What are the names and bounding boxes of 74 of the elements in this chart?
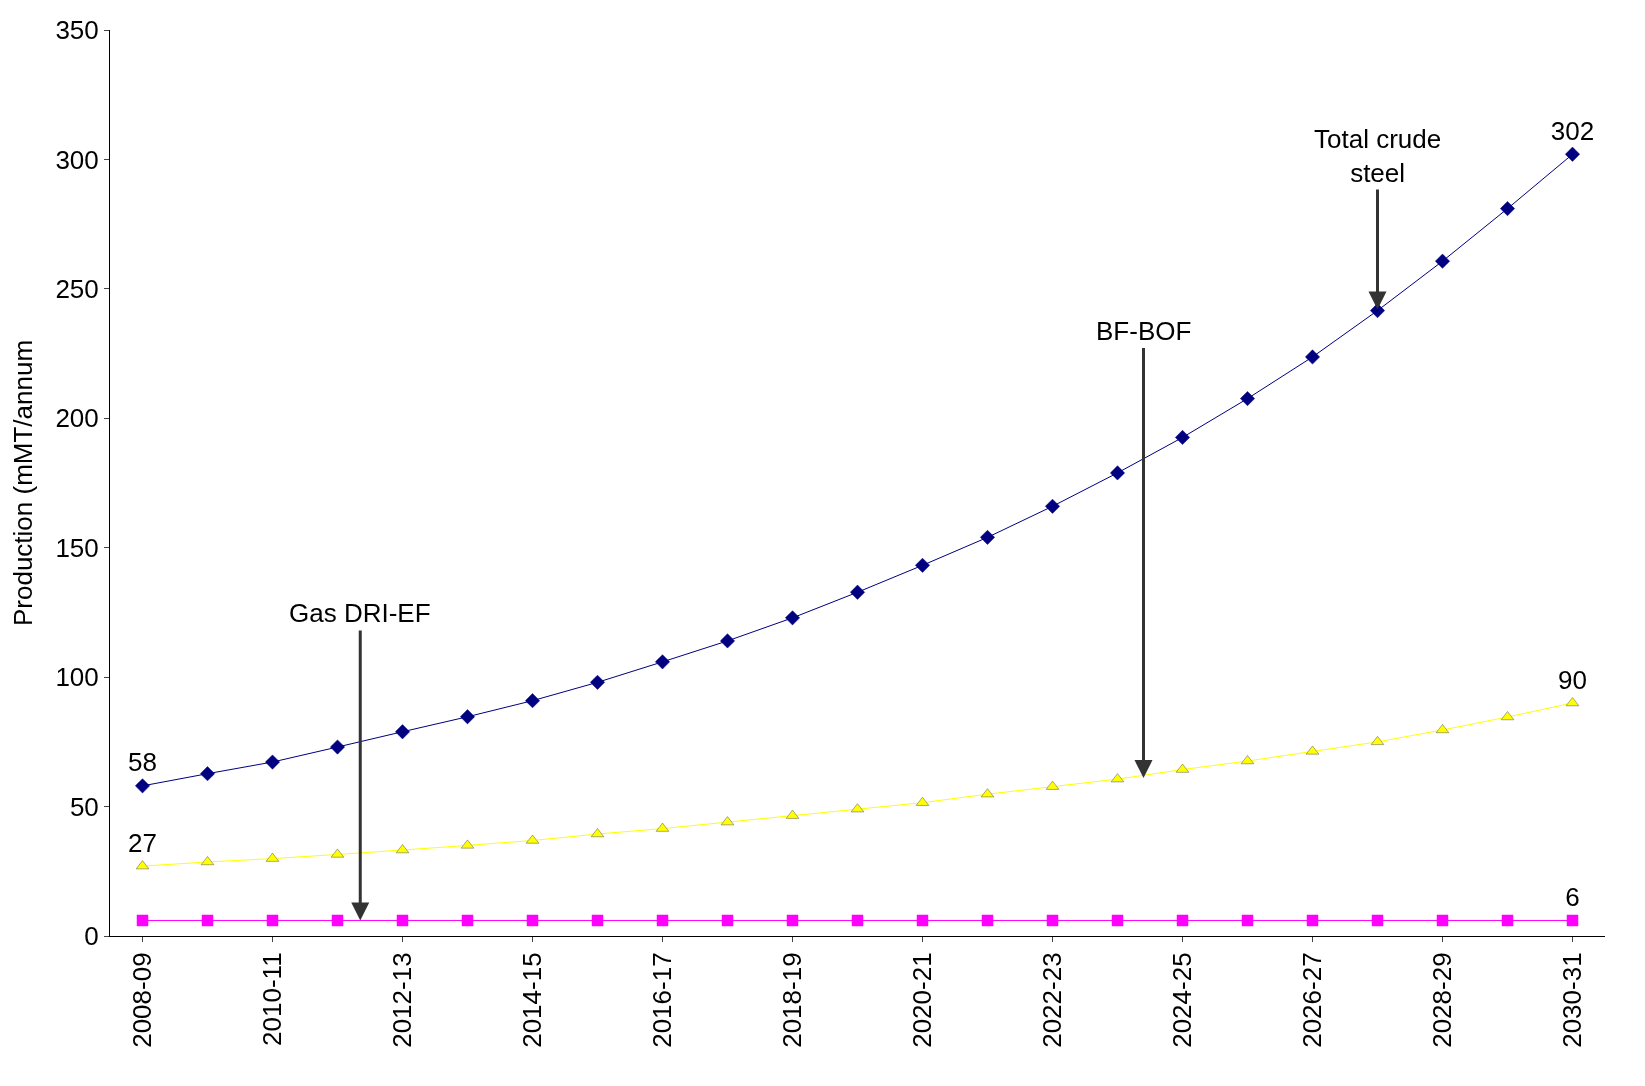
data-label: 90 (1558, 664, 1587, 695)
point (1305, 349, 1320, 365)
x-tick-label: 2020-21 (906, 952, 937, 1048)
y-axis-title: Production (mMT/annum (7, 339, 38, 627)
point (331, 914, 344, 927)
y-tick-label: 350 (55, 15, 99, 46)
y-tick-label: 200 (55, 403, 99, 434)
point (1111, 914, 1124, 927)
point (1176, 914, 1189, 927)
x-tick-label: 2014-15 (516, 952, 547, 1048)
x-tick-label: 2008-09 (126, 952, 157, 1048)
point (266, 914, 279, 927)
point (851, 914, 864, 927)
point (525, 693, 540, 709)
point (786, 914, 799, 927)
point (1501, 914, 1514, 927)
point (330, 739, 345, 755)
y-tick-label: 50 (69, 791, 99, 822)
point (915, 557, 930, 573)
point (461, 914, 474, 927)
y-tick-label: 100 (55, 662, 99, 693)
point (590, 674, 605, 690)
x-tick-label: 2010-11 (256, 952, 287, 1046)
point (1045, 498, 1060, 514)
point (1565, 146, 1580, 162)
x-tick-label: 2012-13 (386, 952, 417, 1048)
x-tick-label: 2030-31 (1556, 952, 1587, 1048)
data-label: 58 (128, 747, 157, 778)
data-label: 27 (128, 827, 157, 858)
point (1175, 430, 1190, 445)
point (916, 914, 929, 927)
x-tick-label: 2024-25 (1166, 952, 1197, 1048)
point (591, 914, 604, 927)
y-tick-label: 300 (55, 144, 99, 175)
point (1371, 914, 1384, 927)
point (1240, 391, 1255, 407)
point (1046, 914, 1059, 927)
point (460, 709, 475, 725)
point (135, 778, 150, 794)
annotation: Total crude steel (1314, 124, 1442, 188)
point (1500, 201, 1515, 217)
point (395, 724, 410, 740)
data-label: 6 (1565, 882, 1580, 913)
point (850, 584, 865, 600)
x-tick-label: 2016-17 (646, 952, 677, 1048)
point (201, 914, 214, 927)
point (265, 754, 280, 770)
x-tick-label: 2026-27 (1296, 952, 1327, 1048)
x-tick-label: 2022-23 (1036, 952, 1067, 1048)
point (981, 914, 994, 927)
annotation: BF-BOF (1096, 316, 1192, 346)
point (526, 914, 539, 927)
y-tick-label: 250 (55, 273, 99, 304)
x-tick-label: 2018-19 (776, 952, 807, 1048)
point (655, 654, 670, 670)
point (1241, 914, 1254, 927)
point (1566, 914, 1579, 927)
y-tick-label: 0 (84, 921, 99, 952)
y-tick-label: 150 (55, 532, 99, 563)
point (200, 766, 215, 782)
point (980, 529, 995, 545)
annotation: Gas DRI-EF (289, 598, 431, 628)
point (136, 914, 149, 927)
point (1436, 914, 1449, 927)
point (656, 914, 669, 927)
data-label: 302 (1550, 115, 1595, 146)
point (396, 914, 409, 927)
point (720, 633, 735, 649)
x-tick-label: 2028-29 (1426, 952, 1457, 1048)
point (1110, 465, 1125, 481)
point (721, 914, 734, 927)
point (1306, 914, 1319, 927)
point (785, 610, 800, 626)
point (1435, 253, 1450, 269)
